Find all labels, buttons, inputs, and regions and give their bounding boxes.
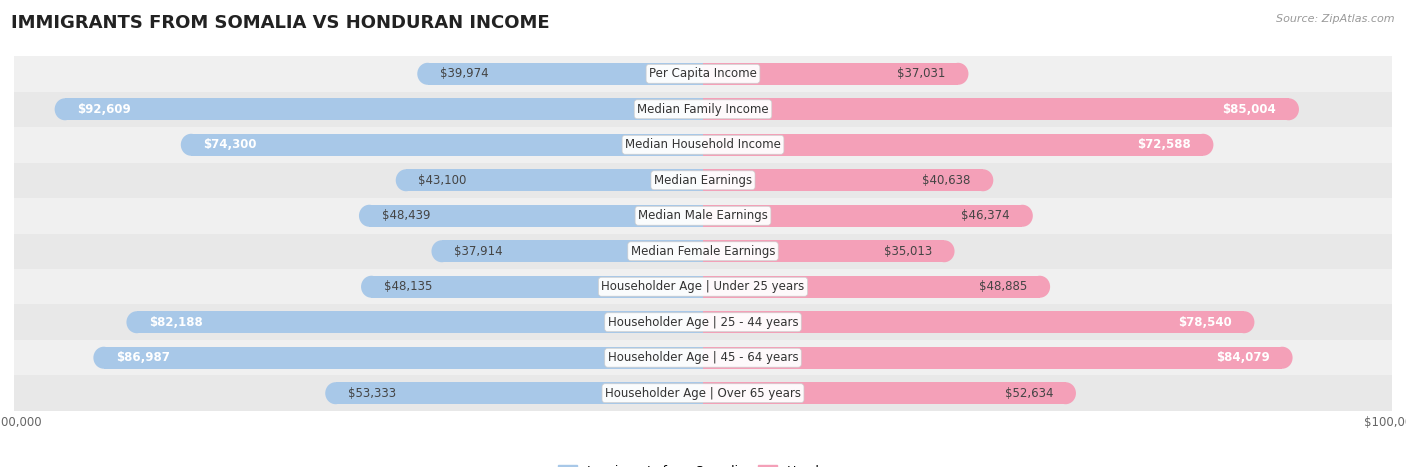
Ellipse shape bbox=[55, 98, 76, 120]
Bar bbox=[703, 347, 1282, 369]
Bar bbox=[14, 234, 1392, 269]
Text: $82,188: $82,188 bbox=[149, 316, 202, 329]
Bar bbox=[703, 169, 983, 191]
Text: $39,974: $39,974 bbox=[440, 67, 489, 80]
Ellipse shape bbox=[1272, 347, 1292, 369]
Ellipse shape bbox=[948, 63, 969, 85]
Text: Median Earnings: Median Earnings bbox=[654, 174, 752, 187]
Text: $72,588: $72,588 bbox=[1137, 138, 1191, 151]
Text: Source: ZipAtlas.com: Source: ZipAtlas.com bbox=[1277, 14, 1395, 24]
Bar bbox=[336, 382, 703, 404]
Text: Median Household Income: Median Household Income bbox=[626, 138, 780, 151]
Ellipse shape bbox=[361, 276, 381, 298]
Ellipse shape bbox=[418, 63, 437, 85]
Text: $48,439: $48,439 bbox=[381, 209, 430, 222]
Text: $48,885: $48,885 bbox=[979, 280, 1028, 293]
Ellipse shape bbox=[395, 169, 416, 191]
Text: $52,634: $52,634 bbox=[1005, 387, 1053, 400]
Text: Per Capita Income: Per Capita Income bbox=[650, 67, 756, 80]
Text: $37,031: $37,031 bbox=[897, 67, 946, 80]
Bar bbox=[427, 63, 703, 85]
Ellipse shape bbox=[1029, 276, 1050, 298]
Ellipse shape bbox=[93, 347, 114, 369]
Text: $43,100: $43,100 bbox=[419, 174, 467, 187]
Text: $48,135: $48,135 bbox=[384, 280, 432, 293]
Ellipse shape bbox=[934, 240, 955, 262]
Bar bbox=[370, 205, 703, 227]
Legend: Immigrants from Somalia, Honduran: Immigrants from Somalia, Honduran bbox=[553, 460, 853, 467]
Ellipse shape bbox=[325, 382, 346, 404]
Text: IMMIGRANTS FROM SOMALIA VS HONDURAN INCOME: IMMIGRANTS FROM SOMALIA VS HONDURAN INCO… bbox=[11, 14, 550, 32]
Text: Median Male Earnings: Median Male Earnings bbox=[638, 209, 768, 222]
Text: $85,004: $85,004 bbox=[1222, 103, 1277, 116]
Bar bbox=[703, 382, 1066, 404]
Bar bbox=[14, 198, 1392, 234]
Text: $40,638: $40,638 bbox=[922, 174, 970, 187]
Text: Householder Age | Under 25 years: Householder Age | Under 25 years bbox=[602, 280, 804, 293]
Text: Median Female Earnings: Median Female Earnings bbox=[631, 245, 775, 258]
Bar bbox=[703, 276, 1040, 298]
Bar bbox=[703, 311, 1244, 333]
Ellipse shape bbox=[1278, 98, 1299, 120]
Text: Householder Age | 45 - 64 years: Householder Age | 45 - 64 years bbox=[607, 351, 799, 364]
Text: $74,300: $74,300 bbox=[204, 138, 257, 151]
Bar bbox=[14, 163, 1392, 198]
Text: $46,374: $46,374 bbox=[962, 209, 1010, 222]
Text: $84,079: $84,079 bbox=[1216, 351, 1270, 364]
Text: Householder Age | 25 - 44 years: Householder Age | 25 - 44 years bbox=[607, 316, 799, 329]
Ellipse shape bbox=[1012, 205, 1033, 227]
Text: $92,609: $92,609 bbox=[77, 103, 131, 116]
Bar bbox=[703, 240, 945, 262]
Text: $53,333: $53,333 bbox=[347, 387, 396, 400]
Bar bbox=[65, 98, 703, 120]
Ellipse shape bbox=[1192, 134, 1213, 156]
Ellipse shape bbox=[432, 240, 453, 262]
Bar bbox=[703, 205, 1022, 227]
Bar bbox=[14, 340, 1392, 375]
Ellipse shape bbox=[1233, 311, 1254, 333]
Ellipse shape bbox=[973, 169, 993, 191]
Bar bbox=[191, 134, 703, 156]
Bar bbox=[703, 98, 1289, 120]
Bar bbox=[406, 169, 703, 191]
Bar bbox=[14, 127, 1392, 163]
Text: $86,987: $86,987 bbox=[117, 351, 170, 364]
Text: $37,914: $37,914 bbox=[454, 245, 503, 258]
Bar bbox=[136, 311, 703, 333]
Ellipse shape bbox=[359, 205, 380, 227]
Bar bbox=[14, 56, 1392, 92]
Bar bbox=[14, 269, 1392, 304]
Bar bbox=[703, 63, 957, 85]
Ellipse shape bbox=[181, 134, 201, 156]
Ellipse shape bbox=[1056, 382, 1076, 404]
Bar bbox=[371, 276, 703, 298]
Bar bbox=[703, 134, 1204, 156]
Bar bbox=[14, 92, 1392, 127]
Ellipse shape bbox=[127, 311, 148, 333]
Bar bbox=[441, 240, 703, 262]
Bar bbox=[14, 304, 1392, 340]
Text: Householder Age | Over 65 years: Householder Age | Over 65 years bbox=[605, 387, 801, 400]
Text: Median Family Income: Median Family Income bbox=[637, 103, 769, 116]
Bar bbox=[104, 347, 703, 369]
Text: $78,540: $78,540 bbox=[1178, 316, 1232, 329]
Bar bbox=[14, 375, 1392, 411]
Text: $35,013: $35,013 bbox=[883, 245, 932, 258]
